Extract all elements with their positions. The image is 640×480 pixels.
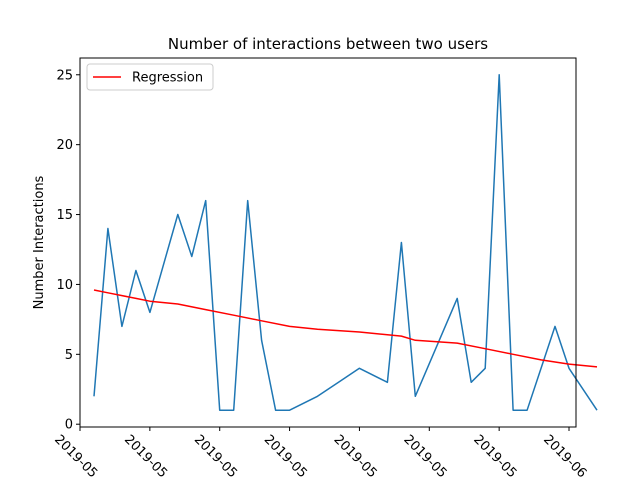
- x-tick-label: 2019-06: [540, 432, 589, 480]
- y-axis-label: Number Interactions: [32, 175, 47, 309]
- x-tick-label: 2019-05: [51, 432, 100, 480]
- y-axis-ticks: 0 5 10 15 20 25: [56, 68, 80, 433]
- series-layer: [93, 74, 598, 411]
- legend-label-regression: Regression: [132, 71, 203, 86]
- legend-box: [86, 63, 214, 91]
- x-tick-label: 2019-05: [470, 432, 519, 480]
- y-tick-label: 25: [56, 68, 73, 83]
- x-tick-label: 2019-05: [261, 432, 310, 480]
- y-tick-label: 20: [56, 138, 73, 153]
- y-tick-label: 0: [65, 418, 73, 433]
- x-tick-label: 2019-05: [400, 432, 449, 480]
- y-tick-label: 5: [65, 348, 73, 363]
- x-tick-label: 2019-05: [191, 432, 240, 480]
- y-tick-label: 15: [56, 208, 73, 223]
- plot-frame: [79, 57, 577, 428]
- interactions-series-line: [93, 74, 598, 411]
- chart-title: Number of interactions between two users: [168, 35, 488, 53]
- regression-series-line: [93, 289, 598, 368]
- x-axis-ticks: 2019-05 2019-05 2019-05 2019-05 2019-05 2019-…: [51, 427, 589, 480]
- x-tick-label: 2019-05: [121, 432, 170, 480]
- legend: Regression: [86, 63, 214, 91]
- y-tick-label: 10: [56, 278, 73, 293]
- x-tick-label: 2019-05: [331, 432, 380, 480]
